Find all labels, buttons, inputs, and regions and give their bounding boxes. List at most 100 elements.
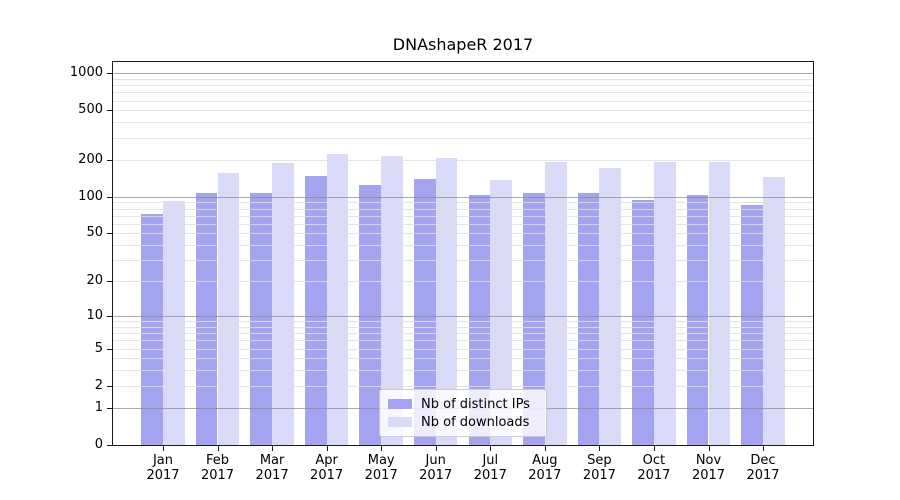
gridline-200 xyxy=(113,159,813,161)
bar-downloads-jan xyxy=(163,201,185,445)
y-tick-mark-50 xyxy=(107,233,112,235)
legend-swatch-distinct-ips xyxy=(388,399,412,409)
x-tick-mark-may xyxy=(381,446,383,451)
x-tick-mark-feb xyxy=(217,446,219,451)
y-tick-label-1000: 1000 xyxy=(69,65,103,81)
gridline-800 xyxy=(113,85,813,87)
legend-label-distinct-ips: Nb of distinct IPs xyxy=(421,396,530,412)
x-tick-label-aug: Aug 2017 xyxy=(528,453,562,483)
x-tick-label-jul: Jul 2017 xyxy=(473,453,507,483)
gridline-30 xyxy=(113,260,813,262)
x-tick-label-dec: Dec 2017 xyxy=(746,453,780,483)
y-tick-label-0: 0 xyxy=(94,437,103,452)
bar-downloads-apr xyxy=(326,154,349,445)
gridline-600 xyxy=(113,100,813,102)
gridline-70 xyxy=(113,215,813,217)
y-tick-label-200: 200 xyxy=(78,151,103,167)
y-tick-label-1: 1 xyxy=(94,399,103,415)
gridline-20 xyxy=(113,281,813,283)
gridline-10 xyxy=(113,315,813,317)
x-tick-mark-apr xyxy=(326,446,328,451)
bar-ips-jul xyxy=(468,194,491,445)
y-tick-label-10: 10 xyxy=(86,307,103,323)
bar-ips-jan xyxy=(141,214,163,445)
y-tick-mark-0 xyxy=(107,445,112,446)
gridline-300 xyxy=(113,137,813,139)
gridline-3 xyxy=(113,370,813,372)
legend-item-distinct-ips: Nb of distinct IPs xyxy=(388,395,538,413)
bar-ips-sep xyxy=(577,192,600,445)
legend-swatch-downloads xyxy=(388,417,412,427)
x-tick-label-oct: Oct 2017 xyxy=(637,453,671,483)
gridline-9 xyxy=(113,321,813,323)
x-tick-mark-jul xyxy=(490,446,492,451)
bar-downloads-may xyxy=(381,156,403,445)
x-tick-label-may: May 2017 xyxy=(364,453,398,483)
bar-downloads-oct xyxy=(653,161,676,445)
x-tick-mark-dec xyxy=(763,446,764,451)
y-tick-mark-1000 xyxy=(107,73,112,75)
y-tick-mark-10 xyxy=(107,315,112,317)
y-tick-label-2: 2 xyxy=(94,377,103,393)
gridline-100 xyxy=(113,196,813,198)
x-tick-label-mar: Mar 2017 xyxy=(255,453,289,483)
x-tick-label-feb: Feb 2017 xyxy=(200,453,235,483)
x-tick-mark-mar xyxy=(272,446,274,451)
legend-item-downloads: Nb of downloads xyxy=(388,413,538,431)
x-tick-mark-nov xyxy=(708,446,710,451)
x-tick-mark-jan xyxy=(163,446,164,451)
gridline-4 xyxy=(113,358,813,360)
gridline-7 xyxy=(113,333,813,335)
y-tick-mark-1 xyxy=(107,407,112,409)
bar-ips-nov xyxy=(686,194,709,445)
bar-downloads-nov xyxy=(708,162,731,445)
bar-ips-feb xyxy=(195,192,218,445)
x-tick-mark-jun xyxy=(435,446,437,451)
bar-downloads-dec xyxy=(763,177,785,445)
bar-ips-apr xyxy=(304,176,327,445)
gridline-1000 xyxy=(113,73,813,75)
y-tick-mark-500 xyxy=(107,110,112,112)
bar-downloads-mar xyxy=(272,163,294,445)
bar-downloads-feb xyxy=(217,172,240,445)
x-tick-label-sep: Sep 2017 xyxy=(582,453,616,483)
bar-ips-may xyxy=(359,185,382,445)
gridline-8 xyxy=(113,326,813,328)
y-tick-label-5: 5 xyxy=(94,340,103,356)
gridline-2 xyxy=(113,385,813,387)
x-tick-label-nov: Nov 2017 xyxy=(691,453,726,483)
y-tick-mark-200 xyxy=(107,159,112,161)
gridline-6 xyxy=(113,340,813,342)
gridline-40 xyxy=(113,245,813,247)
gridline-90 xyxy=(113,202,813,204)
chart-title: DNAshapeR 2017 xyxy=(392,35,534,54)
x-tick-label-jan: Jan 2017 xyxy=(146,453,180,483)
gridline-60 xyxy=(113,223,813,225)
y-tick-mark-5 xyxy=(107,348,112,350)
gridline-80 xyxy=(113,208,813,210)
y-tick-mark-100 xyxy=(107,196,112,198)
bar-downloads-sep xyxy=(599,167,622,445)
bar-downloads-jun xyxy=(435,158,458,445)
y-tick-mark-20 xyxy=(107,281,112,283)
gridline-700 xyxy=(113,92,813,94)
y-tick-label-100: 100 xyxy=(78,188,103,204)
gridline-400 xyxy=(113,122,813,124)
gridline-900 xyxy=(113,78,813,80)
x-tick-mark-sep xyxy=(599,446,601,451)
x-tick-mark-aug xyxy=(544,446,546,451)
legend: Nb of distinct IPs Nb of downloads xyxy=(379,389,547,437)
x-tick-label-apr: Apr 2017 xyxy=(310,453,344,483)
bar-ips-aug xyxy=(523,192,545,445)
plot-area: Nb of distinct IPs Nb of downloads xyxy=(113,62,813,445)
y-tick-mark-2 xyxy=(107,385,112,387)
gridline-50 xyxy=(113,233,813,235)
legend-label-downloads: Nb of downloads xyxy=(421,414,530,430)
y-tick-label-500: 500 xyxy=(78,102,103,118)
x-tick-label-jun: Jun 2017 xyxy=(419,453,453,483)
bar-downloads-jul xyxy=(490,180,513,445)
bar-ips-dec xyxy=(741,205,763,445)
bar-downloads-aug xyxy=(544,161,567,445)
bar-ips-mar xyxy=(250,192,273,445)
